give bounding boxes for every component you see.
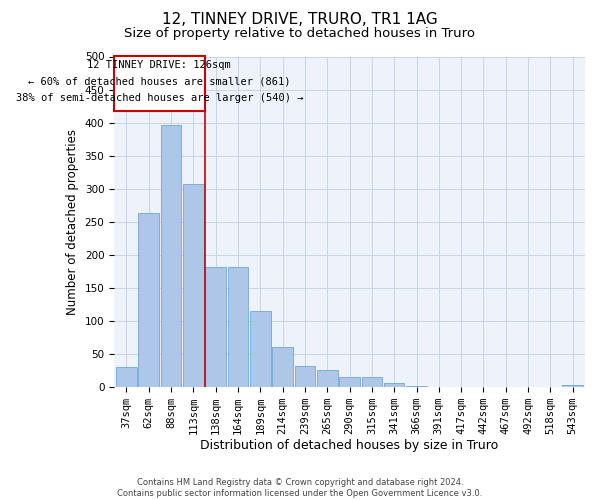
Bar: [272, 347, 293, 387]
Bar: [250, 311, 271, 386]
Bar: [295, 366, 315, 386]
Text: Contains HM Land Registry data © Crown copyright and database right 2024.
Contai: Contains HM Land Registry data © Crown c…: [118, 478, 482, 498]
Y-axis label: Number of detached properties: Number of detached properties: [66, 128, 79, 314]
Bar: [317, 370, 338, 386]
Bar: [183, 184, 203, 386]
Bar: [205, 267, 226, 386]
Bar: [116, 367, 137, 386]
Bar: [114, 56, 205, 110]
Bar: [362, 378, 382, 386]
Text: 38% of semi-detached houses are larger (540) →: 38% of semi-detached houses are larger (…: [16, 93, 303, 103]
Text: 12, TINNEY DRIVE, TRURO, TR1 1AG: 12, TINNEY DRIVE, TRURO, TR1 1AG: [162, 12, 438, 28]
Bar: [139, 213, 159, 386]
Bar: [228, 267, 248, 386]
Bar: [384, 383, 404, 386]
Text: ← 60% of detached houses are smaller (861): ← 60% of detached houses are smaller (86…: [28, 76, 290, 86]
Bar: [161, 125, 181, 386]
X-axis label: Distribution of detached houses by size in Truro: Distribution of detached houses by size …: [200, 440, 499, 452]
Text: Size of property relative to detached houses in Truro: Size of property relative to detached ho…: [125, 28, 476, 40]
Bar: [339, 378, 360, 386]
Text: 12 TINNEY DRIVE: 126sqm: 12 TINNEY DRIVE: 126sqm: [88, 60, 231, 70]
